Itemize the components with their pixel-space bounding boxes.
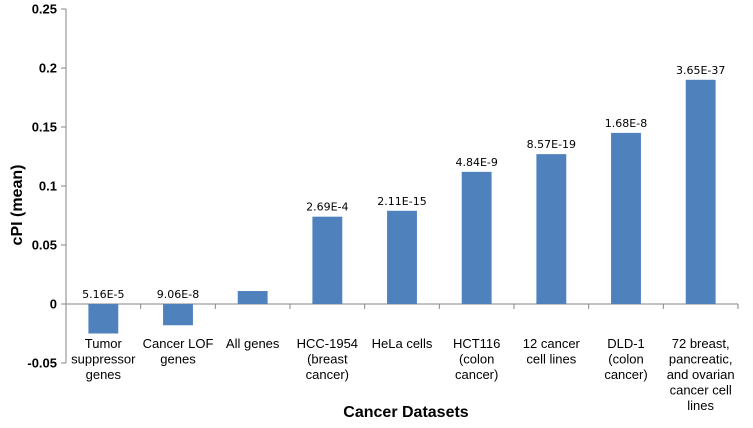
y-axis-title: cPI (mean) [9, 165, 26, 246]
data-label: 8.57E-19 [527, 138, 576, 151]
category-label: and ovarian [667, 367, 735, 382]
category-label: 72 breast, [672, 336, 730, 351]
category-label: All genes [226, 336, 280, 351]
y-axis: -0.05 0 0.05 0.1 0.15 0.2 0.25 [27, 2, 67, 371]
category-label: genes [86, 367, 122, 382]
bar [312, 216, 343, 304]
bar [461, 171, 492, 304]
category-label: Tumor [85, 336, 123, 351]
category-label: 12 cancer [523, 336, 581, 351]
category-label: Cancer LOF [143, 336, 214, 351]
data-label: 4.84E-9 [455, 156, 497, 169]
bar [387, 210, 417, 304]
category-label: DLD-1 [607, 336, 645, 351]
bar [237, 291, 268, 304]
category-label: pancreatic, [669, 352, 733, 367]
bar [611, 132, 641, 304]
data-label: 5.16E-5 [82, 288, 124, 301]
x-axis-title: Cancer Datasets [343, 404, 469, 421]
data-label: 3.65E-37 [676, 64, 725, 77]
data-label: 2.11E-15 [377, 195, 426, 208]
bar [88, 304, 119, 334]
data-labels: 5.16E-5 9.06E-8 2.69E-4 2.11E-15 4.84E-9 8.57… [82, 64, 725, 301]
category-label: HeLa cells [372, 336, 433, 351]
bar [536, 154, 567, 304]
data-label: 9.06E-8 [157, 288, 199, 301]
y-tick-label: -0.05 [27, 356, 57, 371]
category-label: HCT116 [453, 336, 500, 351]
bar [685, 79, 716, 304]
bar [163, 304, 193, 326]
y-tick-label: 0.25 [32, 2, 57, 17]
y-tick-label: 0.05 [32, 238, 57, 253]
y-tick-label: 0.15 [32, 120, 57, 135]
y-tick-label: 0.2 [39, 61, 57, 76]
category-label: genes [160, 352, 196, 367]
category-label: HCC-1954 [297, 336, 358, 351]
data-label: 1.68E-8 [605, 117, 647, 130]
category-label: cell lines [526, 352, 576, 367]
category-label: (breast [307, 352, 348, 367]
category-label: cancer cell [670, 383, 732, 398]
category-label: (colon [459, 352, 494, 367]
category-label: (colon [608, 352, 643, 367]
category-label: cancer) [306, 367, 349, 382]
category-label: cancer) [455, 367, 498, 382]
y-tick-label: 0.1 [39, 179, 57, 194]
data-label: 2.69E-4 [306, 201, 348, 214]
category-label: cancer) [604, 367, 647, 382]
y-tick-label: 0 [50, 297, 57, 312]
category-label: suppressor [71, 352, 136, 367]
category-label: lines [687, 398, 714, 413]
bars [88, 79, 716, 334]
